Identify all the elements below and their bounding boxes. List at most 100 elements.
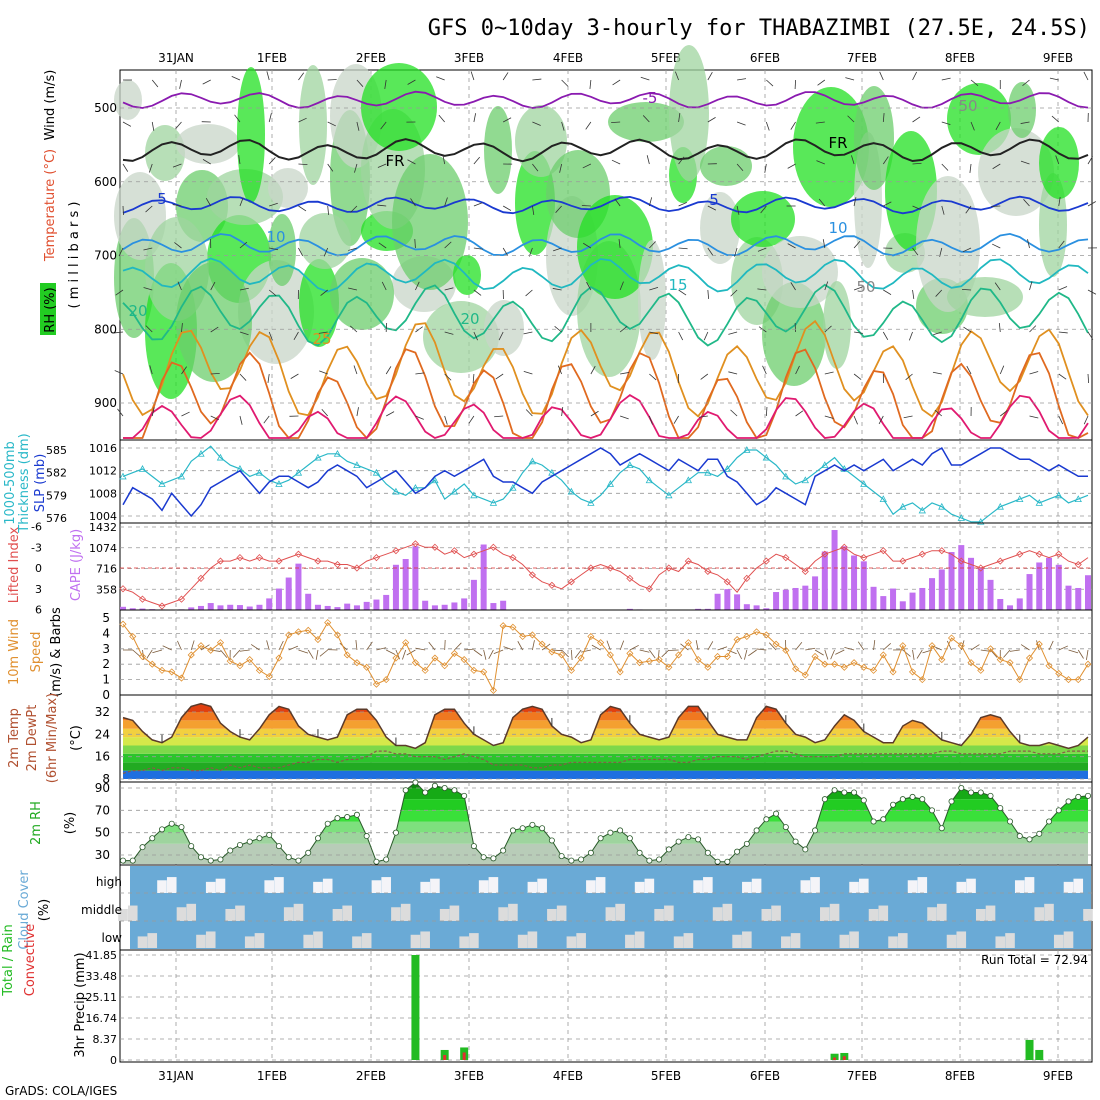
surface-wind-barb — [668, 649, 679, 651]
rh-marker — [568, 857, 575, 864]
cloud-cell — [878, 905, 889, 921]
date-label-top: 31JAN — [158, 51, 194, 65]
wind-barb — [998, 323, 1001, 333]
cape-bar — [938, 569, 945, 610]
wind-barb — [736, 205, 740, 215]
wind-speed-marker — [899, 642, 907, 650]
wind-speed-marker — [314, 635, 322, 644]
li-marker — [782, 554, 790, 562]
wind-barb — [356, 407, 359, 417]
wind-barb — [172, 204, 182, 207]
wind-barb — [348, 247, 358, 251]
cloud-cell — [293, 903, 304, 921]
thickness-marker — [392, 487, 400, 495]
pressure-tick: 500 — [94, 101, 117, 115]
rh-marker — [275, 843, 282, 850]
wind-barb — [202, 79, 211, 85]
wind-barb — [1087, 373, 1090, 384]
cloud-cell — [342, 905, 352, 921]
cape-bar — [120, 606, 126, 610]
cloud-cell — [868, 908, 879, 921]
wind-barb — [327, 205, 330, 215]
rh-marker — [607, 829, 614, 836]
wind-barb — [181, 411, 190, 417]
cloud-cell — [1063, 881, 1074, 893]
li-marker — [723, 578, 731, 586]
cape-bar — [821, 551, 828, 610]
surface-wind-barb — [606, 640, 611, 651]
cloud-cell — [1063, 931, 1074, 948]
cape-bar — [314, 604, 321, 610]
wind-speed-marker — [743, 632, 751, 641]
surface-wind-barb — [428, 641, 436, 651]
wind-speed-marker — [753, 628, 761, 636]
rh-marker — [139, 844, 146, 851]
pressure-tick: 900 — [94, 396, 117, 410]
rh-marker — [158, 826, 165, 833]
wind-barb — [649, 331, 659, 335]
rh-shading — [207, 169, 283, 225]
wind-speed-marker — [782, 646, 790, 654]
wind-barb — [853, 286, 863, 291]
rh-marker — [802, 846, 809, 853]
wind-barb — [554, 326, 562, 333]
date-label-bottom: 6FEB — [750, 1069, 780, 1083]
rh-marker — [305, 849, 312, 856]
rh-marker — [890, 801, 897, 808]
rh-shading — [361, 63, 437, 151]
rh-marker — [197, 854, 204, 861]
cloud-cell — [634, 931, 645, 948]
rh-marker — [1007, 818, 1014, 825]
surface-wind-barb — [857, 641, 865, 651]
rh-marker — [714, 858, 721, 865]
thickness-marker — [450, 487, 459, 495]
rh-marker — [422, 789, 429, 796]
wind-barb — [941, 205, 945, 215]
wind-barb — [495, 373, 504, 380]
wind-speed-marker — [694, 656, 702, 664]
date-label-top: 6FEB — [750, 51, 780, 65]
wind-barb — [523, 331, 533, 335]
wind-barb — [1087, 331, 1094, 340]
wind-speed-marker — [246, 656, 254, 664]
temperature-line — [122, 702, 1089, 750]
precip-tick: 8.37 — [93, 1033, 118, 1046]
cape-bar — [997, 598, 1004, 610]
rh-band — [123, 821, 1088, 833]
surface-wind-barb — [319, 649, 328, 657]
wind-barb — [992, 163, 1001, 170]
date-label-top: 1FEB — [257, 51, 287, 65]
wind-speed-marker — [762, 631, 770, 639]
rh-marker — [548, 837, 555, 844]
thickness-marker — [509, 483, 517, 491]
cloud-cell — [820, 907, 830, 921]
thickness-marker — [275, 480, 283, 487]
cape-bar — [880, 596, 887, 610]
cloud-cell — [956, 881, 967, 893]
ylabel-cloud-1: Cloud Cover — [17, 870, 32, 950]
cape-bar — [431, 605, 438, 610]
cloud-cell — [615, 903, 625, 921]
rh-marker — [207, 857, 214, 864]
wind-speed-marker — [460, 656, 468, 664]
wind-barb — [1058, 240, 1065, 249]
wind-barb — [1087, 201, 1096, 207]
temperature-tick: 24 — [95, 727, 110, 741]
wind-barb — [525, 289, 533, 297]
precip-tick: 25.11 — [86, 991, 118, 1004]
ylabel-slp: SLP (mb) — [33, 454, 48, 513]
cloud-cell — [400, 903, 411, 921]
cloud-cell — [449, 905, 460, 921]
cloud-cell — [410, 934, 421, 948]
surface-wind-barb — [795, 641, 803, 651]
wind-barb — [377, 204, 387, 207]
wind-barb — [298, 72, 305, 81]
cape-bar — [831, 530, 838, 610]
wind-barb — [853, 373, 862, 380]
wind-speed-marker — [450, 649, 458, 657]
rh-marker — [1016, 833, 1023, 840]
rh-band — [123, 832, 1088, 844]
wind-barb — [436, 76, 445, 81]
wind-speed-marker — [587, 632, 595, 641]
surface-wind-barb — [1077, 649, 1084, 659]
